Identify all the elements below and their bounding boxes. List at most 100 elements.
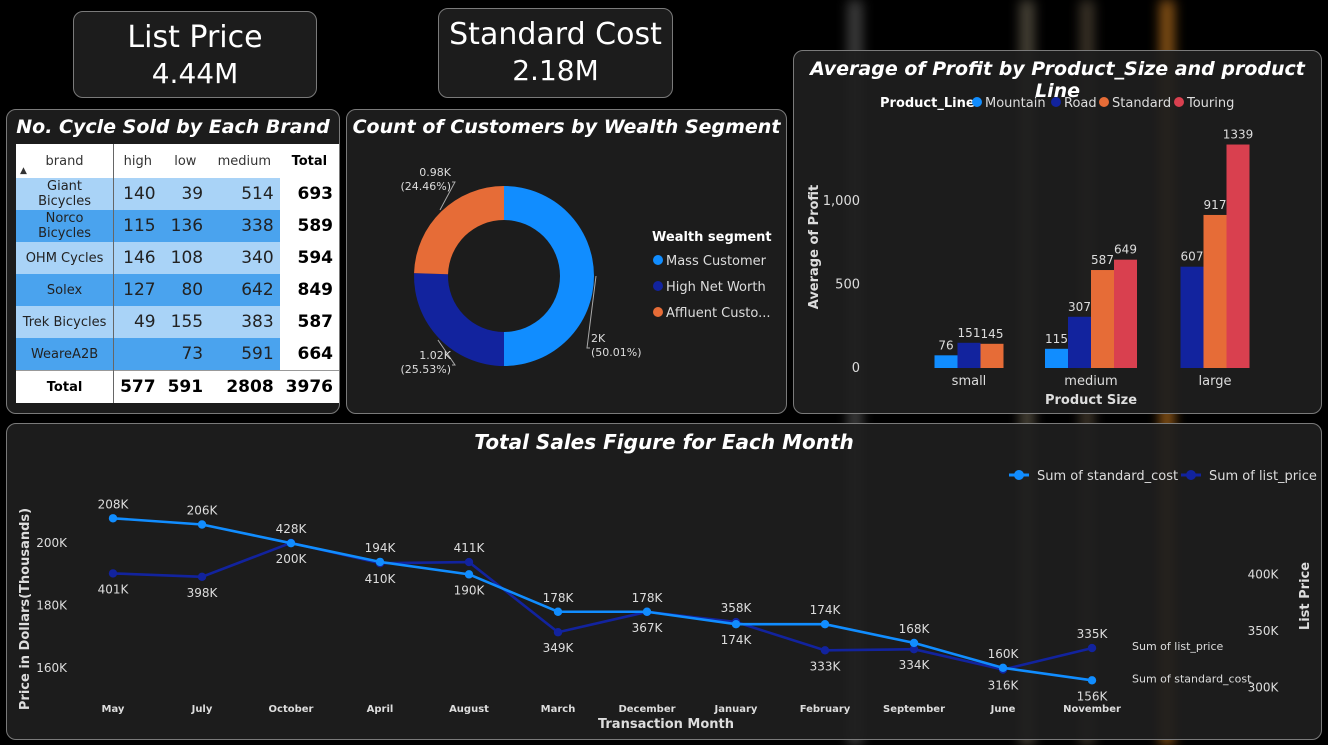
- bar: [934, 355, 958, 368]
- legend-item: Sum of standard_cost: [1037, 469, 1178, 484]
- data-label: 367K: [632, 621, 664, 635]
- table-row[interactable]: OHM Cycles 146 108 340 594: [16, 242, 339, 274]
- brand-table-title: No. Cycle Sold by Each Brand: [16, 116, 330, 138]
- percent-label: (24.46%): [400, 180, 451, 193]
- column-header-high[interactable]: high: [113, 144, 162, 178]
- sales-line-card: Total Sales Figure for Each Month 160K 18…: [6, 423, 1322, 740]
- series-point: [553, 628, 563, 637]
- value-cell: 39: [161, 178, 210, 210]
- column-header-low[interactable]: low: [174, 153, 197, 169]
- value-cell: 108: [161, 242, 210, 274]
- legend-marker: [1174, 97, 1184, 107]
- bar-value-label: 649: [1114, 243, 1137, 257]
- column-header-medium[interactable]: medium: [217, 153, 272, 169]
- column-header-total[interactable]: Total: [291, 153, 328, 169]
- legend-marker: [653, 307, 663, 317]
- value-cell: 140: [113, 178, 162, 210]
- legend-marker: [1099, 97, 1109, 107]
- donut-chart: 2K(50.01%) 1.02K(25.53%) 0.98K(24.46%) Weal…: [400, 166, 772, 376]
- x-tick-label: September: [883, 704, 945, 715]
- y-tick-label: 180K: [36, 599, 68, 613]
- value-cell: 664: [297, 344, 334, 364]
- kpi-label: Standard Cost: [449, 17, 662, 52]
- donut-slice: [414, 186, 504, 275]
- data-label: 411K: [454, 541, 486, 555]
- leader-line: [437, 339, 456, 366]
- data-label: 335K: [1077, 627, 1109, 641]
- data-label: 401K: [98, 582, 130, 596]
- data-label: 1.02K: [419, 349, 451, 362]
- data-label: 194K: [365, 541, 397, 555]
- data-label: 174K: [810, 603, 842, 617]
- brand-cell: Trek Bicycles: [16, 306, 114, 338]
- bar: [1203, 214, 1227, 368]
- y-axis-label: Price in Dollars(Thousands): [18, 508, 33, 710]
- value-cell: 693: [297, 184, 334, 204]
- y-tick-label: 160K: [36, 661, 68, 675]
- series-point: [820, 620, 830, 629]
- total-cell: 2808: [209, 370, 280, 403]
- series-end-label: Sum of list_price: [1132, 640, 1224, 653]
- total-row: Total 577 591 2808 3976: [16, 370, 339, 403]
- legend-title: Product_Line: [880, 96, 975, 111]
- x-tick-label: December: [618, 704, 675, 715]
- y-tick-label: 1,000: [823, 194, 860, 209]
- x-tick-label: February: [800, 704, 851, 715]
- data-label: 178K: [543, 591, 575, 605]
- series-point: [731, 620, 741, 629]
- data-label: 316K: [988, 679, 1020, 693]
- kpi-card-list-price: List Price 4.44M: [73, 11, 317, 98]
- value-cell: 115: [113, 210, 162, 242]
- value-cell: 594: [297, 248, 334, 268]
- leader-line: [439, 181, 456, 211]
- y-axis-label: Average of Profit: [807, 185, 822, 310]
- brand-cell: Solex: [16, 274, 114, 306]
- y2-axis-label: List Price: [1298, 562, 1313, 630]
- line-title: Total Sales Figure for Each Month: [474, 430, 854, 454]
- leader-line: [586, 275, 597, 349]
- donut-slice: [414, 273, 504, 366]
- value-cell: [113, 338, 162, 371]
- line-chart: 160K 180K 200K 300K 350K 400K Price in Dollars…: [18, 469, 1317, 732]
- table-row[interactable]: Trek Bicycles 49 155 383 587: [16, 306, 339, 338]
- legend-item: Standard: [1112, 96, 1171, 111]
- x-tick-label: July: [191, 704, 213, 715]
- table-row[interactable]: Norco Bicycles 115 136 338 589: [16, 210, 339, 242]
- value-cell: 80: [161, 274, 210, 306]
- brand-cell: Norco Bicycles: [16, 210, 114, 242]
- data-label: 0.98K: [419, 166, 451, 179]
- bar: [1226, 144, 1250, 368]
- value-cell: 73: [161, 338, 210, 371]
- bar-value-label: 307: [1068, 300, 1091, 314]
- table-row[interactable]: Giant Bicycles 140 39 514 693: [16, 178, 339, 210]
- data-label: 178K: [632, 591, 664, 605]
- y2-tick-label: 300K: [1248, 681, 1280, 695]
- total-cell: 577: [113, 370, 162, 403]
- bar-value-label: 115: [1045, 332, 1068, 346]
- legend-marker: [972, 97, 982, 107]
- bar-value-label: 76: [938, 338, 953, 352]
- series-point: [553, 607, 563, 616]
- x-tick-label: April: [367, 704, 394, 715]
- data-label: 200K: [276, 552, 308, 566]
- brand-cell: Giant Bicycles: [16, 178, 114, 210]
- table-row[interactable]: WeareA2B 73 591 664: [16, 338, 339, 371]
- table-row[interactable]: Solex 127 80 642 849: [16, 274, 339, 306]
- legend-title: Wealth segment: [652, 230, 772, 245]
- column-header-brand[interactable]: brand ▲: [20, 153, 84, 177]
- y-tick-label: 200K: [36, 536, 68, 550]
- value-cell: 589: [297, 216, 334, 236]
- x-tick-label: June: [990, 704, 1016, 715]
- bar-value-label: 917: [1204, 198, 1227, 212]
- legend-item: Road: [1064, 96, 1097, 111]
- percent-label: (25.53%): [400, 363, 451, 376]
- total-cell: 591: [161, 370, 210, 403]
- donut-title: Count of Customers by Wealth Segment: [352, 116, 781, 138]
- sort-arrow-icon[interactable]: ▲: [20, 166, 27, 176]
- series-line: [112, 541, 1093, 671]
- kpi-card-standard-cost: Standard Cost 2.18M: [438, 8, 673, 98]
- series-point: [197, 572, 207, 581]
- y-tick-label: 0: [852, 361, 860, 376]
- x-tick-label: October: [269, 704, 314, 715]
- data-label: 160K: [988, 647, 1020, 661]
